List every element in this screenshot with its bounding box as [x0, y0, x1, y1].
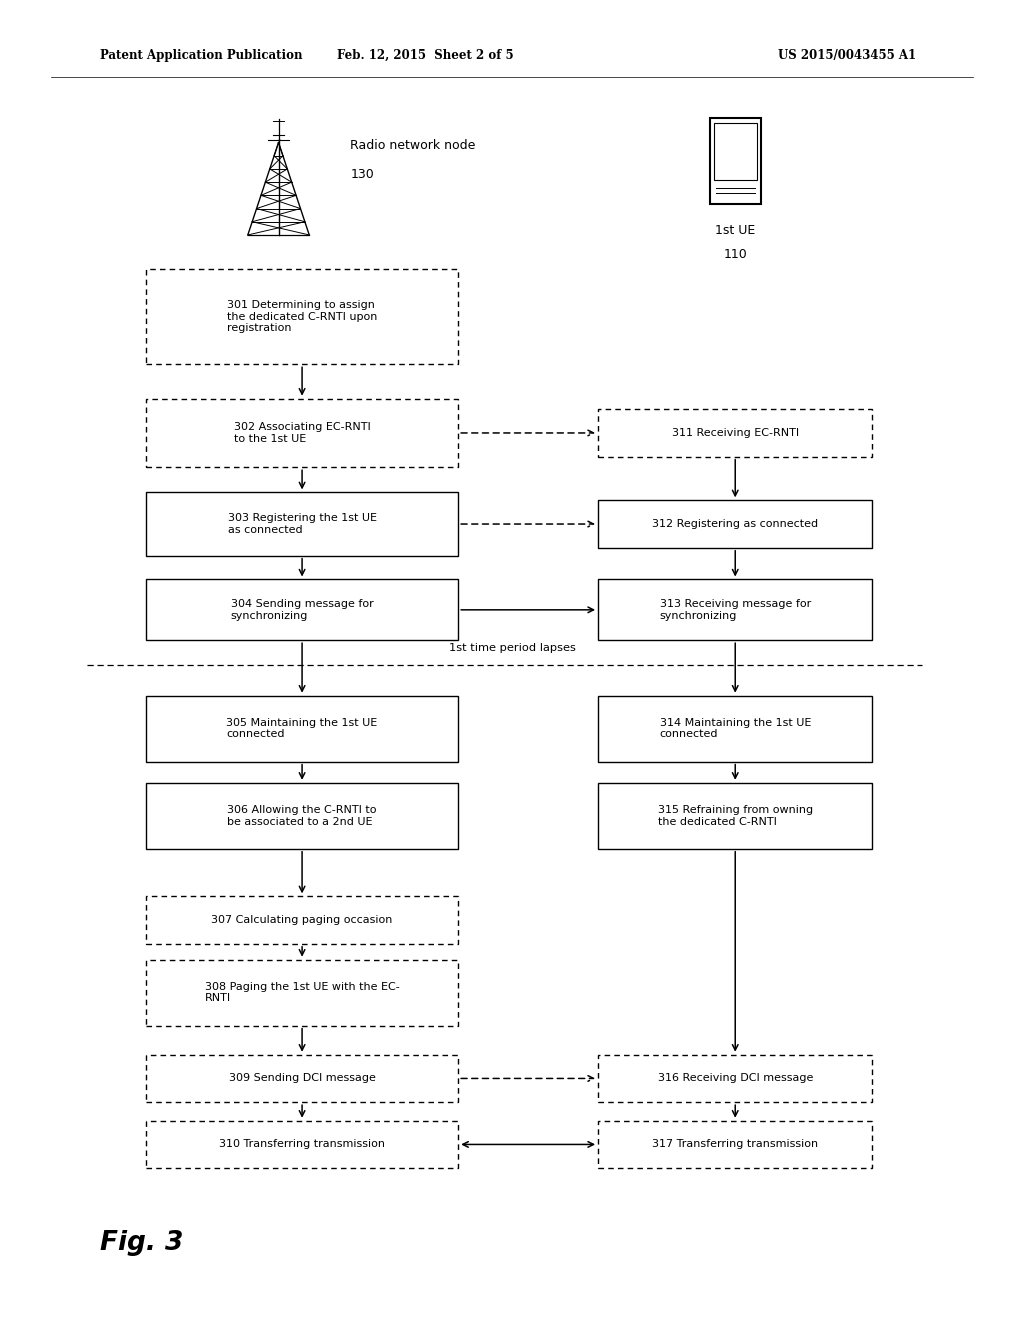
Text: Patent Application Publication: Patent Application Publication	[100, 49, 303, 62]
Bar	[145, 1055, 459, 1102]
Text: 301 Determining to assign
the dedicated C-RNTI upon
registration: 301 Determining to assign the dedicated …	[227, 300, 377, 334]
Text: 303 Registering the 1st UE
as connected: 303 Registering the 1st UE as connected	[227, 513, 377, 535]
Text: 313 Receiving message for
synchronizing: 313 Receiving message for synchronizing	[659, 599, 811, 620]
Bar	[145, 269, 459, 364]
Text: 315 Refraining from owning
the dedicated C-RNTI: 315 Refraining from owning the dedicated…	[657, 805, 813, 826]
Bar	[145, 399, 459, 467]
Text: 302 Associating EC-RNTI
to the 1st UE: 302 Associating EC-RNTI to the 1st UE	[233, 422, 371, 444]
Text: 1st time period lapses: 1st time period lapses	[449, 643, 575, 653]
Bar	[710, 117, 761, 205]
Text: 308 Paging the 1st UE with the EC-
RNTI: 308 Paging the 1st UE with the EC- RNTI	[205, 982, 399, 1003]
Bar	[598, 409, 872, 457]
Bar	[145, 896, 459, 944]
Bar	[598, 500, 872, 548]
Bar	[145, 960, 459, 1026]
Text: 310 Transferring transmission: 310 Transferring transmission	[219, 1139, 385, 1150]
Text: 304 Sending message for
synchronizing: 304 Sending message for synchronizing	[230, 599, 374, 620]
Text: 317 Transferring transmission: 317 Transferring transmission	[652, 1139, 818, 1150]
Bar	[598, 579, 872, 640]
Bar	[145, 1121, 459, 1168]
Text: 312 Registering as connected: 312 Registering as connected	[652, 519, 818, 529]
Text: 314 Maintaining the 1st UE
connected: 314 Maintaining the 1st UE connected	[659, 718, 811, 739]
Bar	[598, 1055, 872, 1102]
Text: Radio network node: Radio network node	[350, 139, 475, 152]
Text: 1st UE: 1st UE	[715, 224, 756, 236]
Text: 306 Allowing the C-RNTI to
be associated to a 2nd UE: 306 Allowing the C-RNTI to be associated…	[227, 805, 377, 826]
Text: Fig. 3: Fig. 3	[100, 1230, 183, 1257]
Bar	[598, 783, 872, 849]
Text: 130: 130	[350, 168, 374, 181]
Text: 316 Receiving DCI message: 316 Receiving DCI message	[657, 1073, 813, 1084]
Text: US 2015/0043455 A1: US 2015/0043455 A1	[778, 49, 916, 62]
Bar	[714, 123, 757, 180]
Text: 110: 110	[723, 248, 748, 260]
Bar	[145, 696, 459, 762]
Text: 305 Maintaining the 1st UE
connected: 305 Maintaining the 1st UE connected	[226, 718, 378, 739]
Text: 309 Sending DCI message: 309 Sending DCI message	[228, 1073, 376, 1084]
Text: 307 Calculating paging occasion: 307 Calculating paging occasion	[211, 915, 393, 925]
Text: Feb. 12, 2015  Sheet 2 of 5: Feb. 12, 2015 Sheet 2 of 5	[337, 49, 513, 62]
Bar	[145, 579, 459, 640]
Bar	[598, 1121, 872, 1168]
Bar	[145, 783, 459, 849]
Text: 311 Receiving EC-RNTI: 311 Receiving EC-RNTI	[672, 428, 799, 438]
Bar	[598, 696, 872, 762]
Bar	[145, 492, 459, 556]
